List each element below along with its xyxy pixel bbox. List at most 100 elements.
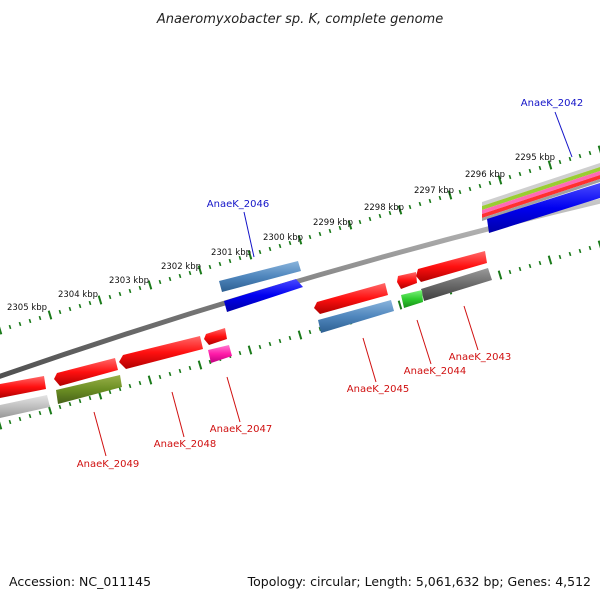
tick-label: 2296 kbp — [465, 170, 505, 180]
gene-AnaeK_2043-arrow[interactable] — [421, 268, 492, 301]
track-stripe — [482, 175, 600, 218]
gene-red-arrow[interactable] — [397, 272, 417, 289]
ruler-minor-tick — [328, 228, 332, 234]
leader-AnaeK_2045 — [362, 337, 377, 383]
ruler-major-tick — [597, 240, 600, 249]
ruler-minor-tick — [278, 338, 282, 344]
ruler-minor-tick — [578, 153, 582, 159]
ruler-minor-tick — [18, 416, 22, 422]
ruler-minor-tick — [438, 195, 442, 201]
gene-label-AnaeK_2042[interactable]: AnaeK_2042 — [521, 98, 583, 109]
feature-stack-2042 — [482, 163, 600, 221]
ruler-minor-tick — [188, 365, 192, 371]
tick-label: 2302 kbp — [161, 262, 201, 272]
ruler-major-tick — [447, 190, 453, 200]
gene-red-arrow[interactable] — [204, 328, 227, 345]
ruler-minor-tick — [288, 335, 292, 341]
accession-text: Accession: NC_011145 — [9, 574, 151, 589]
ruler-minor-tick — [68, 401, 72, 407]
gene-AnaeK_2045-arrow[interactable] — [318, 300, 394, 333]
ruler-minor-tick — [128, 383, 132, 389]
ruler-minor-tick — [28, 413, 32, 419]
ruler-minor-tick — [108, 389, 112, 395]
tick-label: 2305 kbp — [7, 303, 47, 313]
ruler-minor-tick — [558, 254, 562, 260]
ruler-minor-tick — [178, 273, 182, 279]
ruler-minor-tick — [418, 201, 422, 207]
gene-red-arrow[interactable] — [314, 283, 388, 314]
ruler-minor-tick — [518, 171, 522, 177]
ruler-minor-tick — [178, 368, 182, 374]
gene-AnaeK_2046-arrow[interactable] — [219, 261, 301, 292]
tick-label: 2300 kbp — [263, 233, 303, 243]
tick-label: 2301 kbp — [211, 248, 251, 258]
ruler-minor-tick — [488, 180, 492, 186]
ruler-minor-tick — [538, 165, 542, 171]
gene-label-AnaeK_2048[interactable]: AnaeK_2048 — [154, 439, 216, 450]
gene-AnaeK_2042-arrow[interactable] — [487, 183, 600, 233]
ruler-minor-tick — [138, 380, 142, 386]
gene-label-AnaeK_2047[interactable]: AnaeK_2047 — [210, 424, 272, 435]
gene-label-AnaeK_2045[interactable]: AnaeK_2045 — [347, 384, 409, 395]
ruler-major-tick — [247, 250, 253, 260]
ruler-major-tick — [297, 235, 303, 245]
ruler-minor-tick — [188, 270, 192, 276]
gene-AnaeK_2044-arrow[interactable] — [401, 290, 423, 308]
ruler-minor-tick — [268, 341, 272, 347]
gene-AnaeK_2049-arrow[interactable] — [56, 375, 122, 404]
gene-label-AnaeK_2044[interactable]: AnaeK_2044 — [404, 366, 466, 377]
ruler-major-tick — [547, 255, 553, 265]
ruler-major-tick — [197, 360, 203, 370]
ruler-minor-tick — [588, 245, 592, 251]
gene-label-AnaeK_2046[interactable]: AnaeK_2046 — [207, 199, 269, 210]
gene-red-arrow[interactable] — [54, 358, 118, 386]
tick-label: 2299 kbp — [313, 218, 353, 228]
ruler-minor-tick — [558, 159, 562, 165]
gene-grey-arrow[interactable] — [0, 395, 50, 418]
tick-label: 2298 kbp — [364, 203, 404, 213]
gene-red-arrow[interactable] — [0, 376, 46, 398]
leader-AnaeK_2042 — [554, 111, 573, 158]
ruler-minor-tick — [258, 249, 262, 255]
ruler-minor-tick — [568, 251, 572, 257]
ruler-minor-tick — [168, 276, 172, 282]
leader-AnaeK_2046 — [243, 211, 255, 258]
tick-labels: 2295 kbp 2296 kbp 2297 kbp 2298 kbp 2299… — [7, 153, 555, 313]
ruler-minor-tick — [38, 315, 42, 321]
gene-AnaeK_2047-arrow[interactable] — [208, 345, 232, 363]
ruler-major-tick — [197, 265, 203, 275]
ruler-major-tick — [597, 145, 600, 154]
ruler-major-tick — [0, 421, 3, 430]
outer-ruler — [0, 145, 600, 335]
ruler-minor-tick — [238, 350, 242, 356]
ruler-minor-tick — [578, 248, 582, 254]
tick-label: 2297 kbp — [414, 186, 454, 196]
gene-label-AnaeK_2049[interactable]: AnaeK_2049 — [77, 459, 139, 470]
ruler-major-tick — [247, 345, 253, 355]
ruler-minor-tick — [28, 318, 32, 324]
gene-label-AnaeK_2043[interactable]: AnaeK_2043 — [449, 352, 511, 363]
ruler-minor-tick — [538, 260, 542, 266]
ruler-minor-tick — [308, 234, 312, 240]
ruler-minor-tick — [588, 150, 592, 156]
ruler-minor-tick — [318, 231, 322, 237]
ruler-minor-tick — [528, 168, 532, 174]
ruler-minor-tick — [18, 321, 22, 327]
gene-red-arrow[interactable] — [416, 251, 487, 282]
ruler-major-tick — [347, 220, 353, 230]
ruler-minor-tick — [38, 410, 42, 416]
gene-AnaeK_2048-arrow[interactable] — [119, 336, 203, 369]
ruler-minor-tick — [78, 303, 82, 309]
ruler-minor-tick — [158, 374, 162, 380]
leader-AnaeK_2043 — [463, 305, 479, 351]
gene-blue-arrow[interactable] — [224, 279, 303, 312]
ruler-major-tick — [147, 280, 153, 290]
ruler-minor-tick — [218, 261, 222, 267]
ruler-minor-tick — [118, 386, 122, 392]
ruler-minor-tick — [528, 263, 532, 269]
tick-label: 2295 kbp — [515, 153, 555, 163]
track-stripe — [482, 163, 600, 206]
ruler-minor-tick — [128, 288, 132, 294]
track-stripe — [482, 167, 600, 210]
label-leaders — [93, 111, 573, 457]
